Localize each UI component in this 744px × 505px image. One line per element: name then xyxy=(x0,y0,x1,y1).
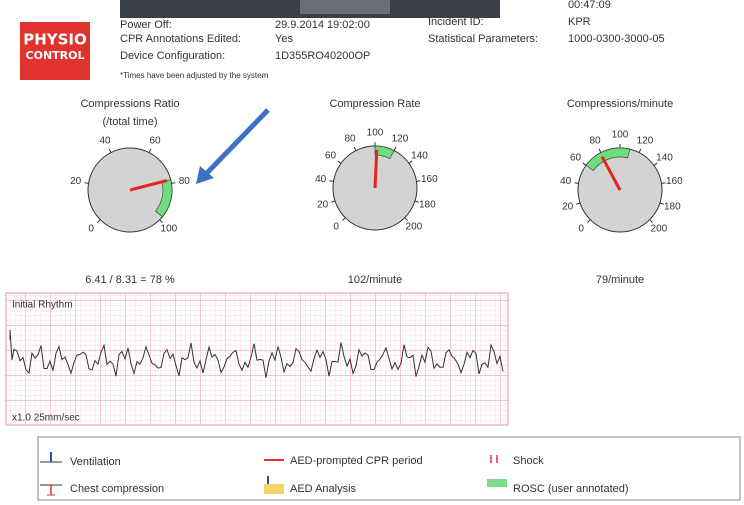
tick-label: 200 xyxy=(406,222,423,233)
tick-mark xyxy=(598,148,602,153)
tick-mark xyxy=(582,162,587,166)
tick-mark xyxy=(342,217,346,221)
logo-text: CONTROL xyxy=(26,49,85,62)
tick-label: 60 xyxy=(149,136,161,147)
tick-label: 0 xyxy=(333,222,339,233)
tick-mark xyxy=(337,160,342,164)
tick-mark xyxy=(353,146,357,151)
tick-mark xyxy=(414,200,419,203)
gauge-title: Compressions/minute xyxy=(567,98,673,110)
tick-label: 40 xyxy=(560,176,572,187)
tick-mark xyxy=(574,182,579,184)
legend-icons xyxy=(40,452,507,496)
rosc-band xyxy=(585,147,631,172)
logo-box xyxy=(20,22,90,80)
tick-mark xyxy=(649,219,653,223)
ecg-label: Initial Rhythm xyxy=(12,300,73,311)
tick-label: 60 xyxy=(325,150,337,161)
arrow-head xyxy=(196,166,214,184)
tick-mark xyxy=(659,202,664,205)
tick-label: 200 xyxy=(651,224,668,235)
tick-label: 100 xyxy=(161,224,178,235)
tick-label: 0 xyxy=(578,224,584,235)
tick-label: 160 xyxy=(421,174,438,185)
tick-mark xyxy=(84,182,89,184)
needle xyxy=(129,179,168,192)
tick-label: 140 xyxy=(656,152,673,163)
tick-label: 60 xyxy=(570,152,582,163)
legend-label: Ventilation xyxy=(70,456,121,468)
tick-mark xyxy=(329,180,334,182)
tick-label: 0 xyxy=(88,224,94,235)
info-label: Statistical Parameters: xyxy=(428,33,538,45)
tick-label: 20 xyxy=(562,202,574,213)
info-value: 00:47:09 xyxy=(568,0,611,11)
tick-label: 20 xyxy=(70,176,82,187)
info-value: 1D355RO40200OP xyxy=(275,50,370,62)
legend-label: Chest compression xyxy=(70,483,164,495)
tick-label: 180 xyxy=(419,200,436,211)
tick-mark xyxy=(171,182,176,184)
ecg-speed: x1.0 25mm/sec xyxy=(12,413,80,424)
info-value: 1000-0300-3000-05 xyxy=(568,33,665,45)
tick-mark xyxy=(148,148,152,153)
tick-mark xyxy=(404,217,408,221)
tick-mark xyxy=(661,182,666,184)
tick-mark xyxy=(108,148,112,153)
tick-label: 100 xyxy=(612,130,629,141)
tick-mark xyxy=(576,202,581,205)
tick-mark xyxy=(393,146,397,151)
gauge-title: Compressions Ratio xyxy=(80,98,179,110)
legend-label: AED Analysis xyxy=(290,483,357,495)
legend-label: AED-prompted CPR period xyxy=(290,455,423,467)
tick-label: 120 xyxy=(392,134,409,145)
tick-label: 40 xyxy=(315,174,327,185)
tick-label: 100 xyxy=(367,128,384,139)
tick-mark xyxy=(653,162,658,166)
rosc-band xyxy=(155,179,173,218)
info-value: KPR xyxy=(568,16,591,28)
tick-label: 120 xyxy=(637,136,654,147)
note: *Times have been adjusted by the system xyxy=(120,71,269,80)
tick-mark xyxy=(416,180,421,182)
gauge-subtitle: (/total time) xyxy=(102,116,157,128)
tick-label: 20 xyxy=(317,200,329,211)
gauge-summary: 6.41 / 8.31 = 78 % xyxy=(85,274,175,286)
info-value: 29.9.2014 19:02:00 xyxy=(275,19,370,31)
info-value: Yes xyxy=(275,33,293,45)
tick-label: 160 xyxy=(666,176,683,187)
tick-label: 80 xyxy=(179,176,191,187)
gauge-title: Compression Rate xyxy=(329,98,420,110)
tick-mark xyxy=(159,219,163,223)
gauge-summary: 79/minute xyxy=(596,274,644,286)
logo-text: PHYSIO xyxy=(23,31,87,49)
tick-label: 140 xyxy=(411,150,428,161)
needle xyxy=(600,155,622,191)
gauge-summary: 102/minute xyxy=(348,274,402,286)
tick-mark xyxy=(638,148,642,153)
tick-mark xyxy=(331,200,336,203)
tick-label: 40 xyxy=(99,136,111,147)
info-label: Device Configuration: xyxy=(120,50,225,62)
tick-label: 180 xyxy=(664,202,681,213)
legend-label: Shock xyxy=(513,455,544,467)
info-label: Incident ID: xyxy=(428,16,484,28)
legend-box xyxy=(37,436,741,501)
info-label: Power Off: xyxy=(120,19,172,31)
tick-label: 80 xyxy=(344,134,356,145)
legend-label: ROSC (user annotated) xyxy=(513,483,629,495)
photo-detail xyxy=(300,0,390,14)
tick-mark xyxy=(587,219,591,223)
needle xyxy=(373,149,379,189)
tick-mark xyxy=(408,160,413,164)
ecg-trace xyxy=(9,329,504,378)
info-label: CPR Annotations Edited: xyxy=(120,33,241,45)
tick-mark xyxy=(97,219,101,223)
tick-label: 80 xyxy=(589,136,601,147)
arrow xyxy=(202,108,270,178)
